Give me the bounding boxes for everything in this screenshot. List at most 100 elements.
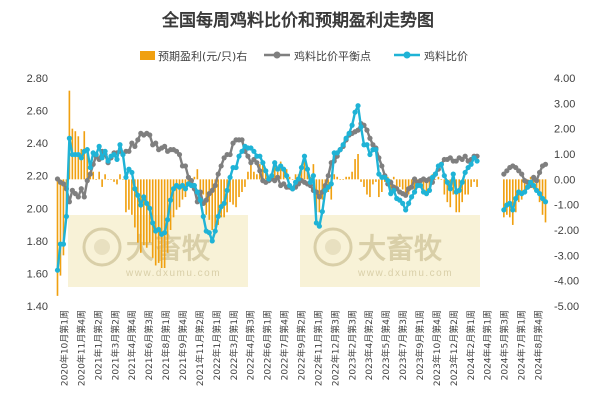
breakeven-point (209, 187, 215, 193)
profit-bar (247, 171, 249, 180)
ratio-point (310, 173, 316, 179)
breakeven-point (60, 181, 67, 187)
ratio-point (340, 142, 346, 148)
ratio-point (197, 197, 203, 203)
profit-bar (273, 161, 276, 180)
profit-bar (339, 179, 342, 180)
breakeven-point (135, 137, 141, 143)
profit-bar (238, 179, 240, 198)
breakeven-point (542, 161, 549, 167)
ratio-point (346, 130, 352, 136)
profit-bar (351, 171, 353, 180)
profit-bar (122, 179, 124, 180)
x-tick-label: 2021年4月第4周 (126, 310, 138, 380)
breakeven-point (379, 163, 385, 169)
profit-bar (440, 179, 443, 180)
ratio-point (93, 151, 99, 158)
ratio-point (328, 181, 334, 187)
ratio-point (138, 202, 144, 208)
ratio-point (281, 166, 287, 172)
x-tick-label: 2024年8月第4周 (533, 310, 545, 380)
ratio-point (78, 155, 84, 161)
profit-bar (80, 148, 83, 180)
profit-bar (384, 179, 386, 182)
ratio-point (144, 200, 150, 206)
ratio-point (510, 207, 516, 213)
profit-bar (425, 179, 428, 195)
ratio-point (289, 186, 296, 192)
breakeven-point (212, 182, 218, 189)
breakeven-point (218, 163, 224, 169)
x-tick-label: 2024年4月第1周 (482, 310, 494, 380)
breakeven-point (81, 194, 87, 200)
profit-bar (125, 179, 127, 213)
x-tick-label: 2023年2月第3周 (346, 310, 358, 380)
ratio-point (373, 147, 379, 153)
ratio-point (542, 199, 549, 205)
profit-bar (520, 179, 523, 200)
breakeven-point (162, 143, 168, 149)
profit-bar (511, 179, 514, 225)
profit-bar (62, 179, 65, 256)
ratio-point (391, 187, 397, 193)
watermark-right-logo (313, 227, 353, 267)
profit-bar (389, 179, 392, 192)
x-tick-label: 2022年3月第1周 (228, 310, 240, 380)
ratio-point (400, 200, 406, 206)
ratio-point (462, 169, 468, 176)
profit-bar (437, 176, 440, 180)
ratio-point (432, 171, 439, 177)
profit-bar (160, 179, 163, 268)
ratio-point (406, 200, 412, 206)
profit-bar (217, 179, 219, 225)
ratio-point (450, 171, 456, 177)
right-tick-label: 2.00 (554, 124, 575, 136)
profit-bar (434, 179, 437, 180)
right-tick-label: 0.00 (554, 174, 575, 186)
chart-title: 全国每周鸡料比价和预期盈利走势图 (161, 10, 434, 31)
ratio-point (269, 173, 275, 179)
ratio-point (227, 174, 233, 180)
x-tick-label: 2021年9月第4周 (177, 310, 189, 380)
profit-bar (413, 179, 416, 192)
profit-bar (312, 164, 315, 180)
breakeven-point (275, 174, 281, 180)
left-tick-label: 2.20 (27, 171, 48, 183)
right-tick-label: 4.00 (554, 73, 575, 85)
profit-bar (98, 171, 100, 180)
profit-bar (443, 179, 446, 195)
right-tick-label: -4.00 (554, 276, 579, 288)
ratio-point (441, 173, 447, 179)
ratio-point (343, 135, 349, 141)
profit-bar (345, 176, 347, 180)
profit-bar (175, 179, 178, 210)
ratio-point (209, 238, 215, 244)
ratio-point (438, 161, 444, 167)
profit-bar (392, 176, 395, 180)
ratio-point (513, 195, 519, 202)
right-tick-label: -2.00 (554, 225, 579, 237)
ratio-point (501, 207, 507, 213)
profit-bar (193, 176, 196, 180)
ratio-point (147, 205, 153, 211)
profit-bar (163, 179, 166, 268)
ratio-point (233, 164, 239, 171)
x-tick-label: 2022年4月第3周 (245, 310, 257, 380)
breakeven-point (87, 171, 93, 177)
ratio-point (367, 151, 373, 158)
ratio-point (114, 156, 120, 163)
ratio-point (522, 189, 528, 195)
profit-bar (107, 179, 109, 180)
right-tick-label: -1.00 (554, 200, 579, 212)
profit-bar (375, 179, 377, 182)
watermark-right-text: 大畜牧 (358, 232, 443, 265)
breakeven-point (153, 140, 159, 146)
profit-bar (470, 179, 472, 187)
profit-bar (154, 179, 157, 266)
profit-bar (508, 179, 511, 218)
profit-bar (506, 179, 508, 215)
ratio-point (444, 179, 450, 185)
x-tick-label: 2022年6月第1周 (262, 310, 274, 380)
x-tick-label: 2023年7月第3周 (397, 310, 409, 380)
